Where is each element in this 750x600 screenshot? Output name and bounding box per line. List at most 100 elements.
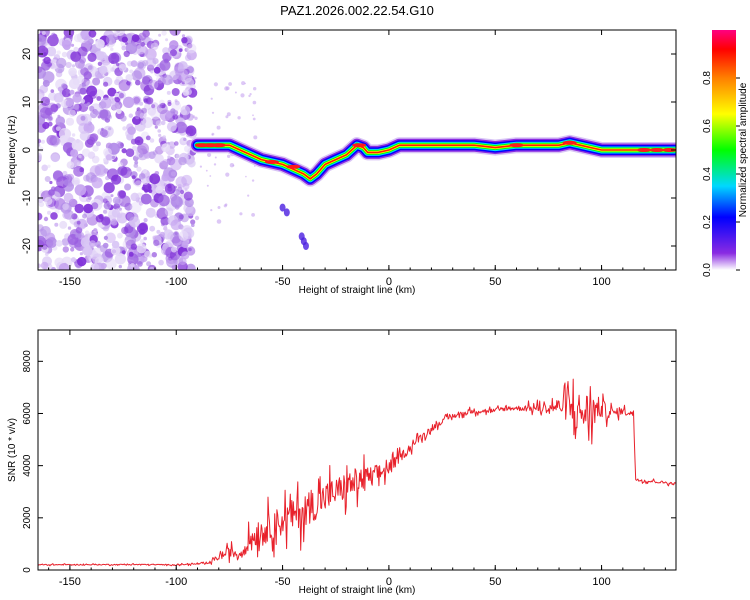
- noise-speckle: [65, 99, 74, 107]
- noise-speckle: [51, 267, 56, 270]
- noise-speckle: [186, 43, 197, 54]
- noise-speckle: [42, 121, 50, 130]
- noise-speckle: [125, 148, 135, 157]
- noise-speckle: [167, 101, 172, 107]
- noise-speckle: [110, 194, 114, 198]
- noise-speckle: [206, 184, 209, 187]
- noise-speckle: [125, 42, 138, 55]
- noise-speckle: [138, 32, 147, 41]
- noise-speckle: [111, 209, 120, 218]
- chart-title: PAZ1.2026.002.22.54.G10: [280, 3, 434, 18]
- noise-speckle: [49, 180, 53, 185]
- noise-speckle: [87, 52, 97, 63]
- noise-speckle: [141, 107, 148, 114]
- noise-speckle: [154, 153, 164, 164]
- noise-speckle: [118, 264, 123, 269]
- noise-speckle: [133, 163, 139, 168]
- noise-speckle: [128, 113, 133, 118]
- noise-speckle: [119, 92, 125, 99]
- noise-speckle: [96, 244, 101, 249]
- noise-speckle: [75, 234, 79, 238]
- noise-speckle: [184, 145, 192, 153]
- noise-speckle: [251, 179, 255, 182]
- noise-speckle: [194, 215, 200, 221]
- noise-speckle: [162, 159, 170, 167]
- noise-speckle: [41, 139, 45, 144]
- snr-x-label: Height of straight line (km): [299, 585, 416, 596]
- y-tick-label: 6000: [22, 402, 33, 425]
- noise-speckle: [65, 61, 72, 69]
- noise-speckle: [113, 203, 120, 210]
- noise-speckle: [62, 246, 69, 253]
- noise-speckle: [170, 219, 182, 231]
- noise-speckle: [164, 247, 173, 255]
- noise-speckle: [50, 89, 55, 93]
- noise-speckle: [121, 226, 129, 235]
- noise-speckle: [108, 52, 120, 64]
- noise-speckle: [38, 154, 42, 162]
- noise-speckle: [46, 237, 57, 248]
- noise-speckle: [140, 41, 146, 47]
- noise-speckle: [62, 170, 68, 176]
- noise-speckle: [105, 258, 117, 270]
- noise-speckle: [185, 263, 196, 270]
- noise-speckle: [210, 209, 213, 212]
- ridge-hotspot: [637, 148, 652, 152]
- noise-speckle: [136, 243, 147, 254]
- noise-speckle: [163, 224, 167, 228]
- noise-speckle: [61, 238, 70, 246]
- snr-y-label: SNR (10 * v/v): [7, 418, 18, 482]
- x-tick-label: 100: [592, 276, 610, 288]
- noise-speckle: [81, 148, 91, 157]
- noise-speckle: [213, 163, 217, 166]
- noise-speckle: [184, 54, 192, 61]
- noise-speckle: [84, 35, 93, 44]
- noise-speckle: [134, 178, 142, 186]
- noise-speckle: [78, 154, 82, 159]
- noise-speckle: [159, 99, 165, 106]
- noise-speckle: [251, 213, 256, 217]
- noise-speckle: [170, 246, 177, 253]
- colorbar-tick-label: 0.4: [702, 167, 713, 181]
- noise-speckle: [58, 127, 71, 140]
- noise-speckle: [209, 175, 212, 177]
- x-tick-label: 0: [386, 576, 392, 588]
- noise-speckle: [48, 116, 53, 121]
- noise-speckle: [63, 179, 71, 186]
- noise-speckle: [181, 37, 188, 44]
- noise-speckle: [72, 78, 80, 86]
- y-tick-label: 10: [21, 96, 33, 108]
- noise-speckle: [58, 263, 70, 270]
- noise-speckle: [91, 202, 99, 210]
- noise-speckle: [171, 196, 184, 209]
- noise-speckle: [158, 33, 162, 37]
- noise-speckle: [44, 42, 51, 49]
- noise-speckle: [156, 75, 165, 84]
- noise-speckle: [39, 84, 48, 94]
- noise-speckle: [145, 57, 157, 69]
- noise-speckle: [143, 218, 148, 223]
- noise-speckle: [44, 197, 53, 206]
- noise-speckle: [127, 126, 136, 135]
- x-tick-label: 50: [489, 576, 501, 588]
- stray-feature: [302, 242, 309, 250]
- snr-frame: [37, 329, 677, 571]
- noise-speckle: [70, 257, 77, 263]
- noise-speckle: [61, 39, 71, 50]
- noise-speckle: [190, 219, 196, 225]
- noise-speckle: [48, 189, 55, 196]
- noise-speckle: [71, 177, 81, 186]
- noise-speckle: [83, 71, 92, 80]
- noise-speckle: [156, 229, 161, 234]
- noise-speckle: [51, 153, 60, 163]
- noise-speckle: [143, 236, 147, 241]
- noise-speckle: [158, 133, 162, 137]
- noise-speckle: [192, 115, 196, 118]
- noise-speckle: [161, 173, 170, 182]
- noise-speckle: [154, 171, 160, 176]
- noise-speckle: [79, 252, 83, 256]
- noise-speckle: [153, 66, 161, 74]
- noise-speckle: [234, 91, 237, 94]
- noise-speckle: [130, 192, 140, 202]
- noise-speckle: [225, 172, 230, 177]
